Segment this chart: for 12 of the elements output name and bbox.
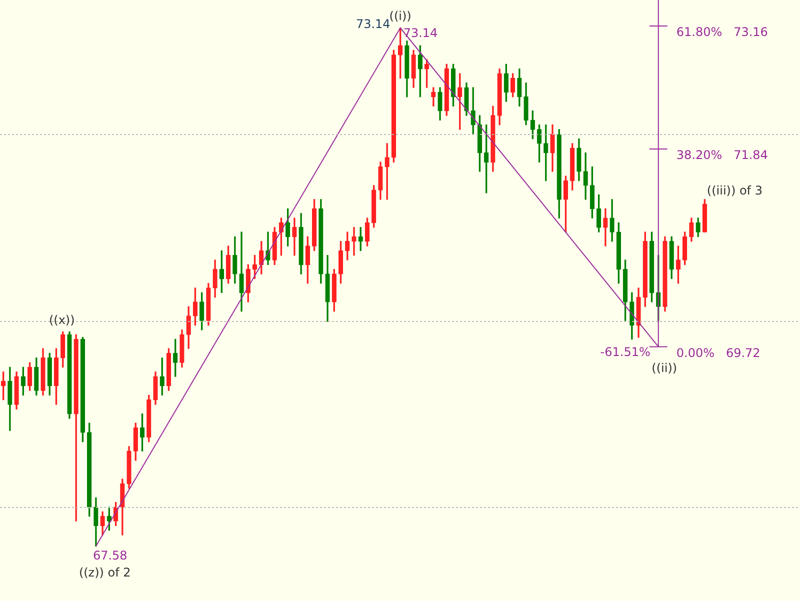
annotation: ((ii)) (652, 360, 678, 375)
annotation: ((x)) (48, 312, 75, 327)
annotation: -61.51% (600, 344, 650, 359)
ref-line-label: 0.00% 69.72 (676, 346, 760, 360)
ref-line-label: 61.80% 73.16 (676, 25, 768, 40)
annotation: ((iii)) of 3 (706, 184, 762, 198)
annotation: 73.14 (403, 26, 438, 40)
ref-line-label: 38.20% 71.84 (676, 148, 768, 162)
text: ((z)) of 2 (78, 565, 131, 580)
text: ((i)) (389, 9, 412, 23)
text: 67.58 (92, 548, 128, 562)
annotation: 73.14 (356, 17, 390, 31)
